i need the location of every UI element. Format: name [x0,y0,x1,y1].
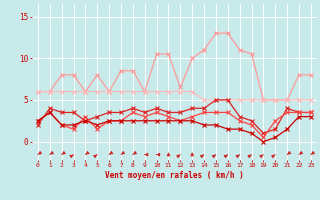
X-axis label: Vent moyen/en rafales ( km/h ): Vent moyen/en rafales ( km/h ) [105,171,244,180]
